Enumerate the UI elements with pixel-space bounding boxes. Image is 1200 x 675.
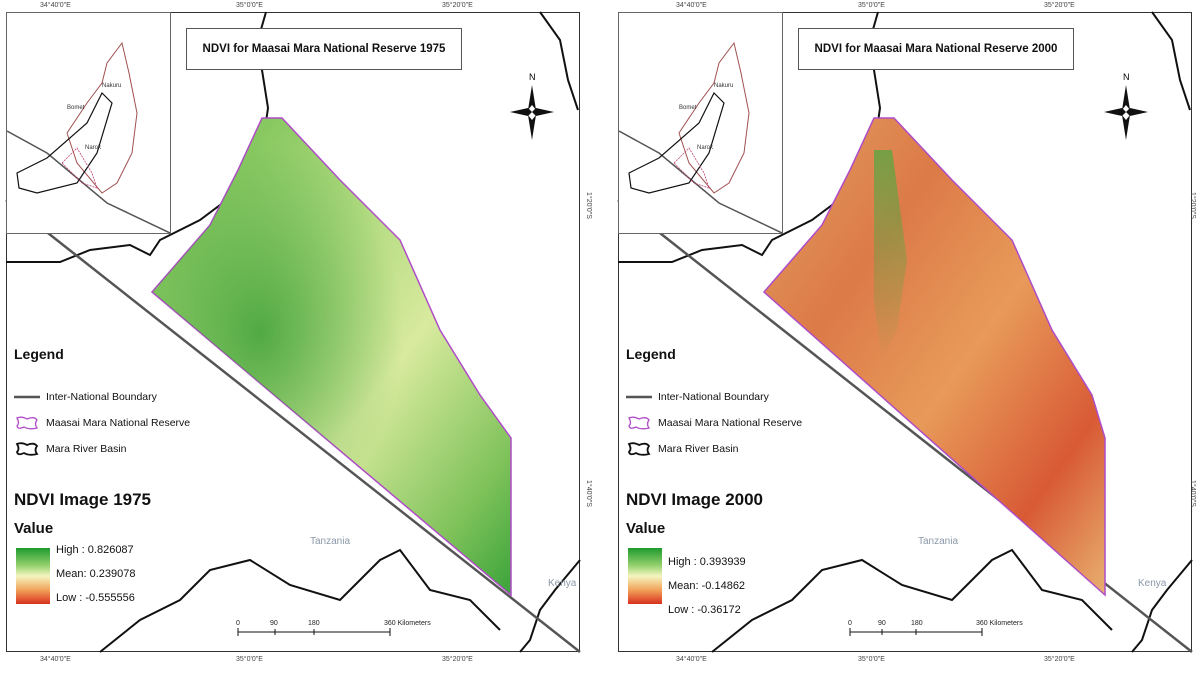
place-label-tanzania: Tanzania: [918, 536, 959, 547]
scale-tick-0: 0: [848, 620, 852, 627]
map-panel-1975: N 34°40'0"E 35°0'0"E 35°20'0"E 34°40'0"E…: [0, 0, 592, 675]
scale-tick-180: 180: [911, 620, 923, 627]
inset-map: [618, 41, 783, 234]
coord-bottom-1: 34°40'0"E: [676, 656, 707, 663]
legend: Legend Inter-National Boundary Maasai Ma…: [626, 346, 802, 462]
map-canvas: N: [617, 11, 1193, 653]
coord-top-3: 35°20'0"E: [1044, 2, 1075, 9]
coord-bottom-1: 34°40'0"E: [40, 656, 71, 663]
boundary-line-icon: [626, 395, 652, 399]
coord-bottom-2: 35°0'0"E: [858, 656, 885, 663]
inset-label-narok: Narok: [85, 145, 102, 151]
coord-top-1: 34°40'0"E: [676, 2, 707, 9]
boundary-line-icon: [14, 395, 40, 399]
ramp-mean-label: Mean: -0.14862: [668, 580, 746, 592]
ndvi-color-ramp: [628, 548, 662, 604]
legend-item-reserve: Maasai Mara National Reserve: [14, 410, 190, 436]
place-label-kenya: Kenya: [1138, 578, 1167, 589]
legend-item-basin: Mara River Basin: [626, 436, 802, 462]
value-title: Value: [14, 520, 54, 537]
inset-label-bomet: Bomet: [679, 105, 697, 111]
basin-polygon-icon: [15, 442, 39, 456]
scale-tick-180: 180: [308, 620, 320, 627]
coord-top-3: 35°20'0"E: [442, 2, 473, 9]
international-boundary: [5, 199, 581, 653]
coord-top-1: 34°40'0"E: [40, 2, 71, 9]
map-title: NDVI for Maasai Mara National Reserve 19…: [186, 28, 462, 70]
coord-bottom-3: 35°20'0"E: [1044, 656, 1075, 663]
coord-right-1: 1°20'0"S: [1189, 192, 1196, 219]
coord-bottom-3: 35°20'0"E: [442, 656, 473, 663]
legend-label: Mara River Basin: [46, 443, 127, 455]
inset-label-nakuru: Nakuru: [102, 83, 122, 89]
reserve-ndvi-raster: [762, 117, 1106, 597]
basin-polygon-icon: [627, 442, 651, 456]
place-label-tanzania: Tanzania: [310, 536, 351, 547]
ramp-low-label: Low : -0.555556: [56, 592, 135, 604]
inset-label-bomet: Bomet: [67, 105, 85, 111]
legend-item-boundary: Inter-National Boundary: [626, 384, 802, 410]
ndvi-image-title: NDVI Image 1975: [14, 490, 152, 509]
legend-label: Maasai Mara National Reserve: [658, 417, 803, 429]
ramp-high-label: High : 0.826087: [56, 544, 134, 556]
coord-top-2: 35°0'0"E: [236, 2, 263, 9]
basin-boundary-south: [711, 548, 1113, 653]
scale-bar: [237, 628, 391, 636]
locator-inset: Nakuru Bomet Narok: [6, 12, 171, 234]
legend: Legend Inter-National Boundary Maasai Ma…: [14, 346, 190, 462]
coord-bottom-2: 35°0'0"E: [236, 656, 263, 663]
scale-bar: [849, 628, 983, 636]
reserve-polygon-icon: [628, 416, 651, 430]
ramp-low-label: Low : -0.36172: [668, 604, 741, 616]
value-title: Value: [626, 520, 666, 537]
ramp-mean-label: Mean: 0.239078: [56, 568, 136, 580]
coord-top-2: 35°0'0"E: [858, 2, 885, 9]
legend-label: Mara River Basin: [658, 443, 739, 455]
place-label-kenya: Kenya: [548, 578, 577, 589]
reserve-dense-vegetation: [152, 118, 511, 595]
basin-boundary-se: [1131, 559, 1193, 653]
north-label: N: [1123, 72, 1130, 82]
legend-label: Maasai Mara National Reserve: [46, 417, 191, 429]
scale-tick-90: 90: [878, 620, 886, 627]
coord-right-1: 1°20'0"S: [585, 192, 592, 219]
map-panel-2000: N 34°40'0"E 35°0'0"E 35°20'0"E 34°40'0"E…: [612, 0, 1200, 675]
inset-label-narok: Narok: [697, 145, 714, 151]
legend-item-reserve: Maasai Mara National Reserve: [626, 410, 802, 436]
reserve-riparian-vegetation: [874, 150, 907, 360]
basin-boundary-ne: [1151, 11, 1191, 111]
inset-label-nakuru: Nakuru: [714, 83, 734, 89]
map-canvas: N: [5, 11, 581, 653]
scale-tick-360: 360 Kilometers: [976, 620, 1023, 627]
legend-label: Inter-National Boundary: [658, 391, 769, 403]
north-arrow-icon: [510, 85, 554, 140]
basin-boundary-se: [519, 559, 581, 653]
basin-boundary: [618, 11, 882, 263]
scale-tick-0: 0: [236, 620, 240, 627]
inset-map: [6, 41, 171, 234]
legend-label: Inter-National Boundary: [46, 391, 157, 403]
locator-inset: Nakuru Bomet Narok: [618, 12, 783, 234]
legend-title: Legend: [626, 346, 676, 362]
basin-boundary: [6, 11, 270, 263]
basin-boundary-ne: [539, 11, 579, 111]
legend-item-basin: Mara River Basin: [14, 436, 190, 462]
reserve-polygon-icon: [16, 416, 39, 430]
coord-right-2: 1°40'0"S: [585, 480, 592, 507]
map-title: NDVI for Maasai Mara National Reserve 20…: [798, 28, 1074, 70]
legend-title: Legend: [14, 346, 64, 362]
scale-tick-90: 90: [270, 620, 278, 627]
ndvi-color-ramp: [16, 548, 50, 604]
coord-right-2: 1°40'0"S: [1189, 480, 1196, 507]
legend-item-boundary: Inter-National Boundary: [14, 384, 190, 410]
ndvi-image-title: NDVI Image 2000: [626, 490, 764, 509]
ramp-high-label: High : 0.393939: [668, 556, 746, 568]
north-arrow-icon: [1104, 85, 1148, 140]
scale-tick-360: 360 Kilometers: [384, 620, 431, 627]
basin-boundary-south: [99, 548, 501, 653]
north-label: N: [529, 72, 536, 82]
